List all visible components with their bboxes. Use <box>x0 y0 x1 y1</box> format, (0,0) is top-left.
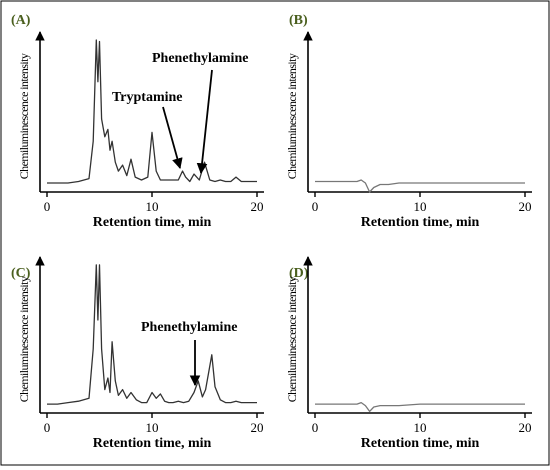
panel-d-series-line <box>315 401 525 413</box>
panel-a-series-line <box>47 39 257 184</box>
panel-c-x-tick-label: 20 <box>251 420 264 435</box>
panel-a-y-axis-label: Chemiluminescence intensity <box>17 53 31 179</box>
panel-b-y-axis-label: Chemiluminescence intensity <box>285 53 299 179</box>
panel-a-x-tick-label: 0 <box>44 199 51 214</box>
panel-a-label: (A) <box>11 13 31 28</box>
panel-a-x-axis-label: Retention time, min <box>93 215 212 230</box>
panel-c-x-tick-label: 10 <box>146 420 159 435</box>
panel-a-annotation-arrow <box>196 69 213 175</box>
panel-b-x-tick-label: 20 <box>519 199 532 214</box>
panel-c-x-tick-label: 0 <box>44 420 51 435</box>
panel-d-x-tick-label: 20 <box>519 420 532 435</box>
panel-c-series-line <box>47 264 257 405</box>
panel-b-label: (B) <box>289 13 308 28</box>
panel-a-x-tick-label: 20 <box>251 199 264 214</box>
panel-d-x-tick-label: 0 <box>312 420 319 435</box>
panel-d-x-axis-label: Retention time, min <box>361 436 480 451</box>
panel-a-x-tick-label: 10 <box>146 199 159 214</box>
panel-b-x-tick-label: 10 <box>414 199 427 214</box>
panel-b-x-tick-label: 0 <box>312 199 319 214</box>
panel-c-y-axis-label: Chemiluminescence intensity <box>17 276 31 402</box>
panel-a-annotation-label: Phenethylamine <box>152 51 248 66</box>
panel-a-annotation-arrow <box>162 106 183 170</box>
panel-c-annotation-label: Phenethylamine <box>141 320 237 335</box>
panel-b-x-axis-label: Retention time, min <box>361 215 480 230</box>
panel-d-x-tick-label: 10 <box>414 420 427 435</box>
panel-c-label: (C) <box>11 266 31 281</box>
panel-b-series-line <box>315 179 525 193</box>
panel-d-y-axis-label: Chemiluminescence intensity <box>285 276 299 402</box>
panel-d-label: (D) <box>289 266 309 281</box>
panel-a-annotation-label: Tryptamine <box>112 90 183 105</box>
panel-c-x-axis-label: Retention time, min <box>93 436 212 451</box>
